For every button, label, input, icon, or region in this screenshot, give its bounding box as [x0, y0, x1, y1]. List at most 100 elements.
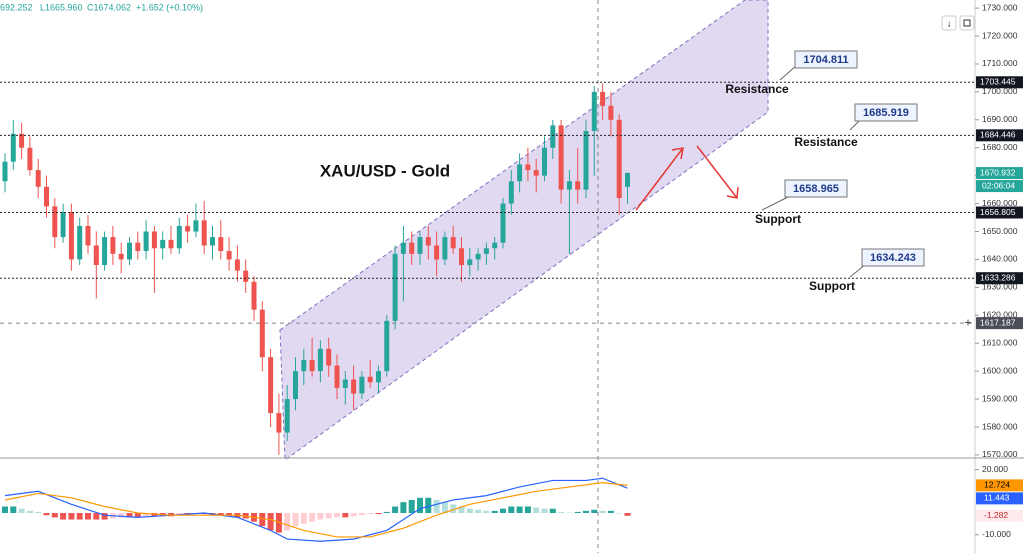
histogram-bar	[60, 513, 67, 520]
settings-button[interactable]	[959, 15, 975, 31]
candle-body	[558, 125, 564, 190]
histogram-bar	[607, 510, 614, 514]
histogram-bar	[76, 513, 83, 520]
histogram-bar	[134, 513, 141, 518]
histogram-bar	[408, 499, 415, 514]
histogram-bar	[549, 508, 556, 514]
histogram-bar	[300, 513, 307, 524]
y-tick-label: 1700.000	[982, 86, 1018, 96]
y-tick-label: 1660.000	[982, 198, 1018, 208]
candle-body	[44, 186, 49, 207]
candle-body	[409, 242, 415, 254]
candle-body	[85, 225, 91, 246]
candle-body	[492, 242, 498, 249]
y-tick-label: 1590.000	[982, 393, 1018, 403]
histogram-bar	[26, 510, 33, 514]
histogram-bar	[591, 509, 598, 514]
candle-body	[19, 133, 25, 148]
histogram-bar	[491, 510, 498, 514]
histogram-bar	[566, 512, 573, 514]
candle-body	[525, 164, 531, 171]
candle-body	[234, 259, 240, 271]
histogram-bar	[533, 507, 540, 514]
price-tag	[976, 129, 1023, 142]
candle-body	[500, 203, 506, 243]
candle-body	[68, 211, 74, 260]
histogram-bar	[93, 513, 100, 520]
candle-body	[376, 371, 381, 383]
price-tag	[976, 167, 1023, 180]
scroll-button[interactable]	[941, 15, 957, 31]
value-tag	[976, 492, 1023, 505]
callout-value: 1658.965	[793, 183, 839, 195]
y-tick-label: 1710.000	[982, 58, 1018, 68]
histogram-bar	[599, 510, 606, 514]
y-tick-label: 1640.000	[982, 254, 1018, 264]
candle-body	[110, 237, 116, 254]
candle-body	[517, 164, 523, 182]
y-tick-label: 1730.000	[982, 2, 1018, 12]
histogram-bar	[375, 513, 382, 515]
histogram-bar	[616, 513, 623, 514]
histogram-bar	[10, 506, 17, 514]
candle-body	[2, 161, 8, 182]
price-tag-label: 1633.286	[980, 272, 1016, 282]
histogram-bar	[466, 508, 473, 514]
candle-body	[334, 365, 340, 388]
histogram-bar	[458, 506, 465, 514]
histogram-bar	[475, 509, 482, 514]
candle-body	[475, 253, 481, 260]
y-tick-label: 1650.000	[982, 226, 1018, 236]
macd-line	[4, 477, 628, 542]
candle-body	[210, 237, 215, 246]
macd-line	[4, 481, 628, 538]
histogram-bar	[35, 511, 42, 514]
callout-box	[861, 248, 925, 267]
price-tag	[976, 272, 1023, 285]
candle-body	[251, 281, 257, 310]
candle-body	[77, 225, 83, 260]
histogram-bar	[317, 513, 324, 520]
candle-body	[10, 133, 16, 162]
header-open: 692.252	[0, 2, 33, 12]
price-tag	[976, 206, 1023, 219]
candle-body	[417, 237, 423, 254]
candle-body	[508, 181, 514, 204]
candle-body	[608, 105, 614, 120]
candle-body	[450, 237, 456, 249]
candle-body	[268, 357, 274, 414]
candle-body	[351, 379, 357, 394]
arrow-head	[671, 147, 684, 160]
histogram-bar	[425, 497, 432, 514]
y-tick-label: 1600.000	[982, 365, 1018, 375]
channel	[279, 0, 769, 461]
header: 692.252 L1665.960 C1674.062 +1.652 (+0.1…	[0, 2, 203, 12]
callout-label: Resistance	[725, 82, 789, 96]
price-tag	[976, 317, 1023, 330]
value-tag	[976, 479, 1023, 492]
callout-value: 1685.919	[863, 107, 909, 119]
price-tag-label: 1617.187	[980, 317, 1016, 327]
price-tag-label: 1670.932	[980, 167, 1016, 177]
histogram-bar	[2, 506, 8, 514]
y-tick-label: 1580.000	[982, 421, 1018, 431]
histogram-bar	[292, 513, 299, 527]
histogram-bar	[309, 513, 316, 522]
candle-body	[135, 242, 141, 252]
y-tick-label: -10.000	[982, 529, 1011, 539]
arrows	[635, 145, 739, 211]
candle-body	[27, 147, 33, 171]
histogram-bar	[417, 497, 423, 514]
price-tag	[976, 76, 1023, 89]
candle-body	[575, 181, 581, 190]
candle-body	[359, 376, 365, 394]
chart-title: XAU/USD - Gold	[320, 161, 450, 180]
arrow-up	[635, 147, 684, 211]
histogram-bar	[51, 513, 58, 518]
histogram-bar	[143, 513, 150, 517]
y-tick-label: 1680.000	[982, 142, 1018, 152]
settings-icon	[963, 19, 971, 27]
countdown-label: 02:06:04	[982, 180, 1015, 190]
candle-body	[384, 320, 390, 372]
